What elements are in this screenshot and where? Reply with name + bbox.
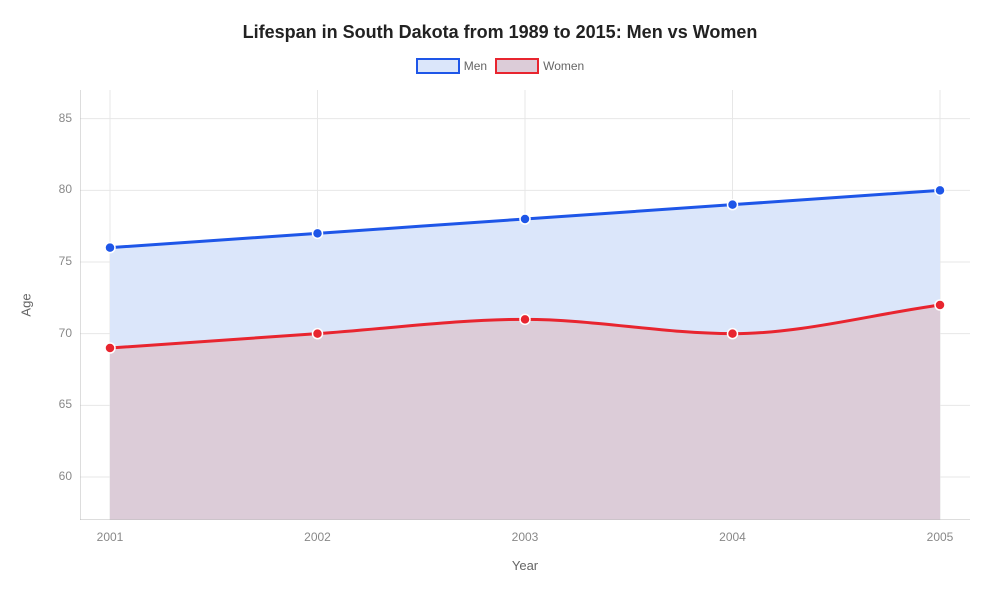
legend-swatch-women	[495, 58, 539, 74]
legend-swatch-men	[416, 58, 460, 74]
marker-women[interactable]	[105, 343, 115, 353]
x-axis-label: Year	[512, 558, 538, 573]
legend-label-women: Women	[543, 59, 584, 73]
y-tick-label: 75	[59, 254, 72, 268]
y-tick-label: 85	[59, 111, 72, 125]
marker-men[interactable]	[313, 228, 323, 238]
chart-svg	[80, 90, 970, 520]
marker-women[interactable]	[520, 314, 530, 324]
marker-women[interactable]	[935, 300, 945, 310]
y-tick-label: 60	[59, 469, 72, 483]
legend-item-women[interactable]: Women	[495, 58, 584, 74]
legend-item-men[interactable]: Men	[416, 58, 487, 74]
marker-men[interactable]	[105, 243, 115, 253]
y-tick-label: 65	[59, 397, 72, 411]
marker-men[interactable]	[935, 185, 945, 195]
x-tick-label: 2003	[512, 530, 539, 544]
marker-women[interactable]	[728, 329, 738, 339]
y-tick-label: 80	[59, 182, 72, 196]
x-tick-label: 2001	[97, 530, 124, 544]
y-axis-label: Age	[19, 293, 34, 316]
marker-women[interactable]	[313, 329, 323, 339]
x-tick-label: 2005	[927, 530, 954, 544]
marker-men[interactable]	[728, 200, 738, 210]
chart-title: Lifespan in South Dakota from 1989 to 20…	[0, 22, 1000, 43]
x-tick-label: 2002	[304, 530, 331, 544]
plot-area	[80, 90, 970, 520]
y-tick-label: 70	[59, 326, 72, 340]
x-tick-label: 2004	[719, 530, 746, 544]
legend-label-men: Men	[464, 59, 487, 73]
legend: Men Women	[0, 58, 1000, 74]
marker-men[interactable]	[520, 214, 530, 224]
chart-container: Lifespan in South Dakota from 1989 to 20…	[0, 0, 1000, 600]
